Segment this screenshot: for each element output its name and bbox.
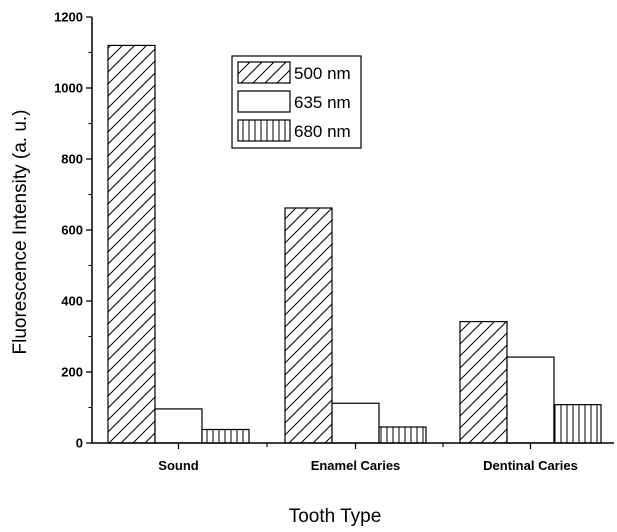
legend-label: 635 nm [294,93,351,112]
y-tick-label: 800 [61,152,83,167]
bar-enamel-caries-635nm [331,402,380,444]
y-tick-label: 0 [76,436,83,451]
bar-sound-680nm [201,428,250,444]
legend-label: 500 nm [294,64,351,83]
legend-swatch-680nm [237,119,291,142]
y-ticks: 0 200 400 600 800 1000 1200 [54,10,92,451]
x-tick-label: Dentinal Caries [483,458,578,473]
y-axis-title: Fluorescence Intensity (a. u.) [10,110,31,355]
y-tick-label: 600 [61,223,83,238]
y-tick-label: 200 [61,365,83,380]
bar-enamel-caries-500nm [284,207,333,444]
bar-dentinal-caries-500nm [459,320,508,444]
y-tick-label: 1200 [54,10,83,25]
legend: 500 nm 635 nm 680 nm [231,55,362,149]
x-categories: Sound Enamel Caries Dentinal Caries [158,443,578,473]
legend-swatch-500nm [237,61,291,84]
legend-swatch-635nm [237,90,291,113]
bar-sound-635nm [154,408,203,444]
y-tick-label: 1000 [54,81,83,96]
y-tick-label: 400 [61,294,83,309]
bar-dentinal-caries-635nm [506,356,555,444]
x-tick-label: Sound [158,458,198,473]
x-axis-title: Tooth Type [289,506,382,527]
bar-dentinal-caries-680nm [553,404,602,444]
legend-label: 680 nm [294,122,351,141]
bar-enamel-caries-680nm [378,426,427,444]
x-tick-label: Enamel Caries [311,458,401,473]
bar-sound-500nm [107,44,156,444]
bars [107,44,602,444]
